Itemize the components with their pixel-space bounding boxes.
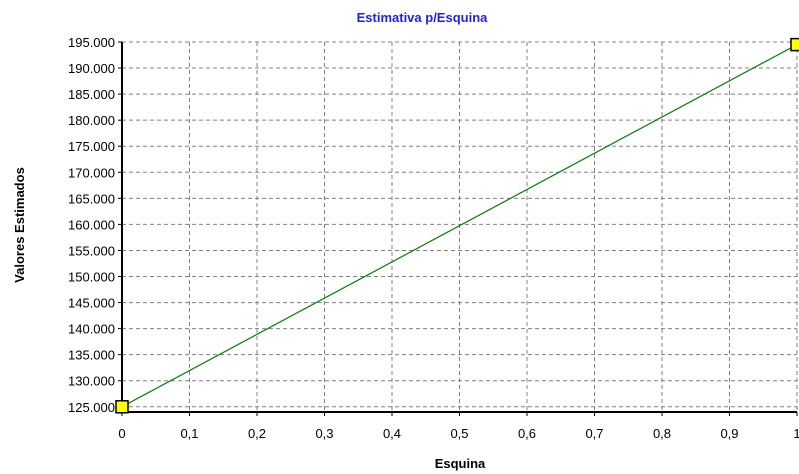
- y-tick-label: 165.000: [68, 191, 115, 206]
- x-axis-label: Esquina: [435, 456, 486, 471]
- y-tick-label: 155.000: [68, 243, 115, 258]
- y-tick-label: 195.000: [68, 35, 115, 50]
- y-tick-label: 170.000: [68, 165, 115, 180]
- x-tick-label: 1: [793, 426, 799, 441]
- y-tick-label: 190.000: [68, 61, 115, 76]
- x-tick-label: 0: [118, 426, 125, 441]
- y-tick-label: 145.000: [68, 296, 115, 311]
- grid-lines: [121, 41, 798, 412]
- x-tick-label: 0,2: [248, 426, 266, 441]
- data-point-marker: [790, 37, 799, 52]
- series-line: [121, 44, 798, 408]
- y-tick-label: 130.000: [68, 374, 115, 389]
- y-tick-label: 150.000: [68, 270, 115, 285]
- data-point-marker: [115, 400, 129, 414]
- x-tick-label: 0,5: [450, 426, 468, 441]
- series-layer: [115, 37, 799, 414]
- x-tick-label: 0,1: [180, 426, 198, 441]
- x-tick-label: 0,6: [518, 426, 536, 441]
- y-tick-label: 185.000: [68, 87, 115, 102]
- x-tick-label: 0,9: [720, 426, 738, 441]
- plot-frame: [118, 41, 798, 416]
- y-tick-label: 135.000: [68, 348, 115, 363]
- y-tick-label: 175.000: [68, 139, 115, 154]
- y-tick-label: 180.000: [68, 113, 115, 128]
- y-axis-label: Valores Estimados: [12, 167, 27, 283]
- x-tick-label: 0,8: [653, 426, 671, 441]
- x-tick-label: 0,3: [315, 426, 333, 441]
- y-tick-label: 160.000: [68, 217, 115, 232]
- x-tick-label: 0,4: [383, 426, 401, 441]
- x-tick-label: 0,7: [585, 426, 603, 441]
- y-tick-labels: 195.000 190.000 185.000 180.000 175.000 170.0…: [68, 35, 115, 415]
- x-tick-labels: 0 0,1 0,2 0,3 0,4 0,5 0,6 0,7 0,8 0,9 1: [118, 426, 799, 441]
- chart-title: Estimativa p/Esquina: [357, 10, 489, 25]
- y-tick-label: 140.000: [68, 322, 115, 337]
- y-tick-label: 125.000: [68, 400, 115, 415]
